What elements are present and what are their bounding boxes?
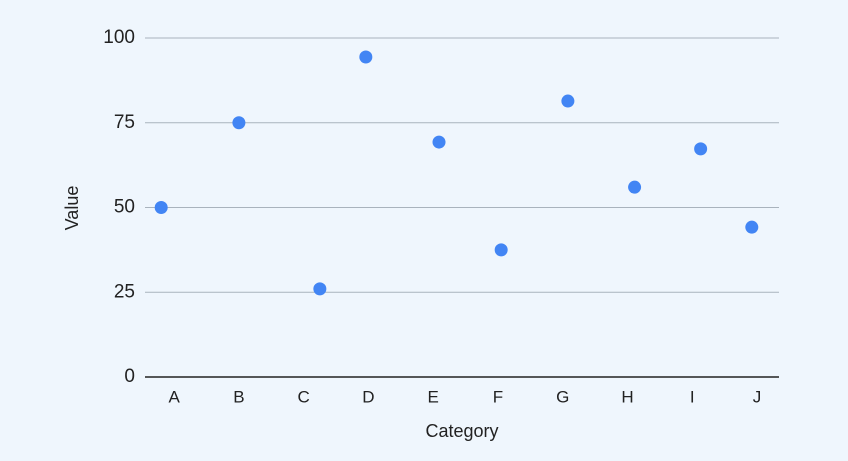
- point: [232, 116, 246, 130]
- point: [628, 180, 642, 194]
- y-tick-label: 0: [124, 366, 135, 387]
- point: [313, 282, 327, 296]
- point: [432, 135, 446, 149]
- point: [745, 220, 759, 234]
- point: [359, 50, 373, 64]
- y-axis-label: Value: [62, 186, 82, 231]
- point: [694, 142, 708, 156]
- y-tick-label: 100: [103, 27, 135, 48]
- point: [154, 201, 168, 214]
- x-tick-label: D: [362, 387, 374, 406]
- x-tick-label: A: [168, 387, 180, 406]
- x-tick-label: B: [233, 387, 244, 406]
- x-tick-label: F: [493, 387, 503, 406]
- x-tick-label: E: [428, 387, 439, 406]
- x-axis-label: Category: [425, 421, 498, 441]
- y-tick-label: 75: [114, 112, 135, 133]
- x-tick-label: C: [298, 387, 310, 406]
- x-tick-label: G: [556, 387, 569, 406]
- x-tick-label: I: [690, 387, 695, 406]
- point: [494, 243, 508, 257]
- y-tick-label: 50: [114, 197, 135, 218]
- y-tick-label: 25: [114, 281, 135, 302]
- x-tick-label: H: [621, 387, 633, 406]
- x-tick-label: J: [753, 387, 762, 406]
- point: [561, 94, 575, 108]
